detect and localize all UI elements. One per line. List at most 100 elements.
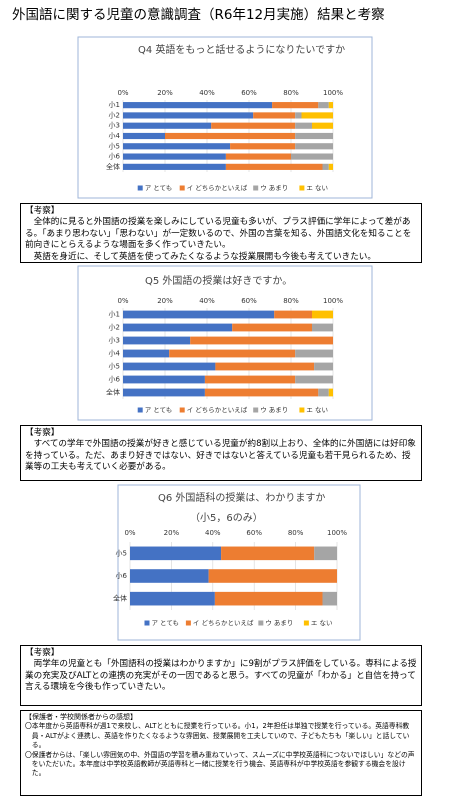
bar-segment	[123, 132, 165, 140]
note-heading: 【考察】	[25, 206, 60, 216]
feedback-item: 〇保護者からは、「楽しい雰囲気の中、外国語の学習を積み重ねていって、スムーズに中…	[25, 750, 415, 778]
bar-segment	[214, 591, 323, 606]
legend-label: イ どちらかといえば	[187, 183, 248, 192]
note-heading: 【考察】	[25, 648, 60, 658]
y-tick-label: 小5	[109, 141, 120, 150]
x-tick-label: 40%	[205, 529, 221, 537]
note-paragraph: すべての学年で外国語の授業が好きと感じている児童が約8割以上おり、全体的に外国語…	[25, 439, 416, 473]
chart-frame	[117, 484, 361, 641]
chart-title: Q6 外国語科の授業は、わかりますか	[158, 491, 325, 504]
x-tick-label: 60%	[241, 89, 257, 97]
bar-segment	[211, 122, 296, 129]
x-tick-label: 100%	[327, 529, 347, 537]
bar-segment	[314, 546, 337, 561]
legend-swatch	[179, 407, 185, 413]
bar-segment	[225, 153, 291, 160]
legend-swatch	[253, 407, 259, 413]
x-tick-label: 0%	[117, 89, 128, 97]
bar-segment	[190, 336, 333, 345]
x-tick-label: 20%	[157, 89, 173, 97]
note-heading: 【考察】	[25, 428, 60, 438]
bar-segment	[230, 143, 296, 150]
legend-swatch	[299, 407, 305, 413]
bar-segment	[295, 132, 333, 140]
x-tick-label: 80%	[283, 297, 299, 305]
y-tick-label: 小1	[109, 310, 120, 319]
bar-segment	[318, 102, 329, 109]
bar-segment	[312, 323, 333, 332]
bar-segment	[169, 349, 296, 358]
bar-segment	[295, 349, 333, 358]
legend-swatch	[185, 620, 191, 626]
legend-label: エ ない	[306, 406, 328, 414]
y-tick-label: 小3	[109, 336, 120, 345]
legend-label: イ どちらかといえば	[193, 618, 254, 627]
bar-segment	[123, 102, 273, 109]
bar-segment	[130, 546, 222, 561]
x-tick-label: 100%	[323, 297, 343, 305]
bar-segment	[232, 323, 312, 332]
legend-swatch	[144, 620, 150, 626]
bar-segment	[314, 362, 333, 371]
bar-segment	[301, 112, 333, 119]
legend-label: ア とても	[145, 184, 173, 192]
feedback-box: 【保護者・学校関係者からの感想】 〇本年度から英語専科が週1で来校し、ALTととも…	[20, 710, 422, 796]
legend-swatch	[137, 185, 143, 191]
bar-segment	[328, 102, 333, 109]
bar-segment	[312, 310, 333, 319]
y-tick-label: 全体	[113, 594, 127, 603]
legend-swatch	[253, 185, 259, 191]
legend-label: エ ない	[306, 184, 328, 192]
x-tick-label: 60%	[246, 529, 262, 537]
bar-segment	[322, 591, 337, 606]
bar-segment	[221, 546, 315, 561]
bar-segment	[123, 122, 212, 129]
bar-segment	[123, 375, 205, 384]
bar-segment	[225, 163, 323, 170]
bar-segment	[312, 122, 333, 129]
bar-segment	[295, 375, 333, 384]
legend-swatch	[137, 407, 143, 413]
note-box: 【考察】 両学年の児童とも「外国語科の授業はわかりますか」に9割がプラス評価をして…	[20, 645, 422, 706]
bar-segment	[295, 143, 333, 150]
bar-segment	[295, 122, 312, 129]
bar-segment	[322, 163, 329, 170]
bar-segment	[295, 112, 302, 119]
bar-segment	[123, 323, 233, 332]
bar-segment	[123, 388, 205, 397]
bar-segment	[291, 153, 333, 160]
note-paragraph: 両学年の児童とも「外国語科の授業はわかりますか」に9割がプラス評価をしている。専…	[25, 659, 417, 693]
legend-label: ウ あまり	[265, 619, 293, 627]
bar-segment	[130, 591, 215, 606]
y-tick-label: 小2	[109, 110, 120, 119]
bar-segment	[123, 143, 231, 150]
chart-frame	[77, 36, 373, 199]
legend-label: エ ない	[311, 619, 333, 627]
legend-label: イ どちらかといえば	[187, 405, 248, 414]
bar-segment	[318, 388, 329, 397]
y-tick-label: 全体	[106, 388, 120, 397]
bar-segment	[123, 163, 226, 170]
feedback-item: 〇本年度から英語専科が週1で来校し、ALTとともに授業を行っている。小1，2年担…	[25, 722, 410, 750]
legend-label: ウ あまり	[260, 184, 288, 192]
chart-frame	[77, 265, 373, 421]
bar-segment	[253, 112, 296, 119]
bar-segment	[123, 336, 191, 345]
note-box: 【考察】 すべての学年で外国語の授業が好きと感じている児童が約8割以上おり、全体的…	[20, 425, 422, 481]
x-tick-label: 80%	[283, 89, 299, 97]
x-tick-label: 100%	[323, 89, 343, 97]
feedback-heading: 【保護者・学校関係者からの感想】	[25, 713, 137, 721]
x-tick-label: 80%	[288, 529, 304, 537]
bar-segment	[208, 569, 337, 583]
legend-swatch	[299, 185, 305, 191]
y-tick-label: 小5	[116, 548, 127, 557]
legend-label: ア とても	[145, 406, 173, 414]
bar-segment	[328, 163, 333, 170]
y-tick-label: 小1	[109, 100, 120, 109]
y-tick-label: 小4	[109, 131, 121, 140]
x-tick-label: 40%	[199, 297, 215, 305]
x-tick-label: 0%	[117, 297, 128, 305]
x-tick-label: 20%	[157, 297, 173, 305]
chart-title: Q4 英語をもっと話せるようになりたいですか	[138, 43, 345, 56]
x-tick-label: 20%	[164, 529, 180, 537]
